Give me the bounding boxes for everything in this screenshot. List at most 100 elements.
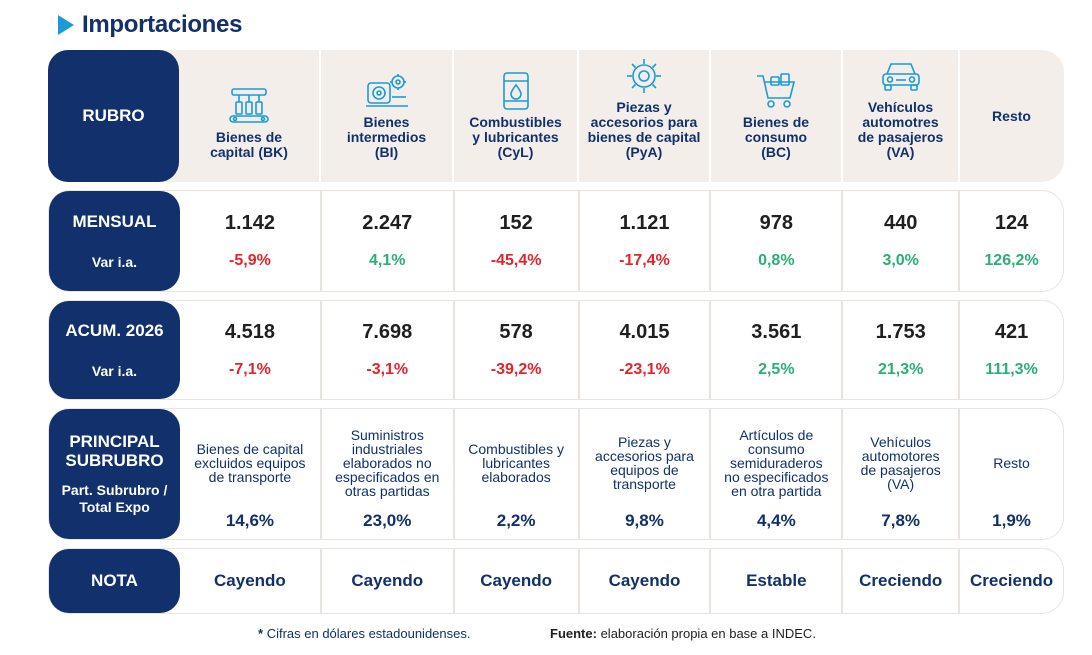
header-cell-label-line: Bienes de: [742, 114, 810, 130]
footer-source-text: elaboración propia en base a INDEC.: [600, 626, 816, 641]
play-arrow-icon: [58, 15, 74, 35]
subrubro-description-line: lubricantes: [482, 455, 550, 471]
acumulado-label: ACUM. 2026 Var i.a.: [49, 301, 180, 399]
subrubro-description-line: automotores: [861, 448, 940, 464]
subrubro-description-line: semiduraderos: [730, 455, 823, 471]
mensual-var: 0,8%: [758, 252, 795, 269]
header-cell-label: Combustibles y lubricantes (CyL): [469, 115, 562, 160]
mensual-value: 1.121: [619, 212, 670, 234]
mensual-sublabel: Var i.a.: [91, 254, 138, 270]
acumulado-row: ACUM. 2026 Var i.a. 4.518 -7,1% 7.698 -3,1%…: [48, 300, 1064, 400]
mensual-cell: 152 -45,4%: [452, 191, 578, 291]
subrubro-description-line: consumo: [747, 441, 805, 457]
subrubro-description-line: Vehículos: [870, 434, 932, 450]
nota-value: Cayendo: [351, 571, 424, 590]
subrubro-description-line: Bienes de capital: [196, 441, 304, 457]
subrubro-description-text: Piezas y accesorios para equipos de transpo…: [595, 435, 694, 491]
subrubro-description-text: Artículos de consumo semiduraderos no espec…: [724, 428, 828, 498]
subrubro-description-line: otras partidas: [344, 483, 430, 499]
header-cell-label-line: capital (BK): [210, 144, 288, 160]
subrubro-share: 7,8%: [881, 511, 921, 530]
subrubro-description-line: Artículos de: [739, 427, 814, 443]
header-cell-label-line: Vehículos: [867, 99, 934, 115]
nota-value: Creciendo: [859, 571, 943, 590]
mensual-var: -17,4%: [619, 252, 670, 269]
subrubro-cell: Bienes de capital excluidos equipos de tra…: [180, 409, 320, 539]
acumulado-value: 1.753: [875, 321, 926, 343]
header-cell-label: Bienes de capital (BK): [210, 130, 288, 160]
acumulado-cells: 4.518 -7,1% 7.698 -3,1% 578 -39,2% 4.015 -23,1%…: [180, 301, 1063, 399]
mensual-cell: 978 0,8%: [709, 191, 841, 291]
mensual-value: 440: [883, 212, 918, 234]
acumulado-cell: 1.753 21,3%: [841, 301, 958, 399]
acumulado-var: -7,1%: [229, 361, 271, 378]
subrubro-cell: Combustibles y lubricantes elaborados 2,2%: [452, 409, 578, 539]
acumulado-cell: 4.015 -23,1%: [577, 301, 710, 399]
factory-machine-icon: [227, 86, 271, 126]
mensual-row: MENSUAL Var i.a. 1.142 -5,9% 2.247 4,1% 152 -…: [48, 190, 1064, 292]
subrubro-description-text: Resto: [993, 456, 1030, 470]
acumulado-cell: 4.518 -7,1%: [180, 301, 320, 399]
mensual-cell: 1.121 -17,4%: [577, 191, 710, 291]
subrubro-description: Vehículos automotores de pasajeros (VA): [859, 427, 943, 499]
header-cell-label-line: automotres: [862, 114, 939, 130]
subrubro-description-line: equipos de: [610, 462, 679, 478]
header-cell: Vehículos automotres de pasajeros (VA): [841, 50, 958, 182]
acumulado-value: 578: [499, 321, 533, 343]
subrubro-share: 14,6%: [225, 511, 275, 530]
gear-parts-icon: [622, 56, 666, 96]
acumulado-var: -23,1%: [619, 361, 670, 378]
subrubro-description-text: Bienes de capital excluidos equipos de tra…: [194, 442, 305, 484]
mensual-cell: 124 126,2%: [958, 191, 1063, 291]
subrubro-description-line: (VA): [887, 476, 915, 492]
acumulado-sublabel: Var i.a.: [91, 363, 138, 379]
acumulado-value: 4.518: [224, 321, 275, 343]
gears-materials-icon: [365, 71, 409, 111]
nota-label-text: NOTA: [91, 571, 138, 590]
footer-note-text: Cifras en dólares estadounidenses.: [266, 626, 471, 641]
header-cell-label-line: y lubricantes: [472, 129, 559, 145]
header-cell-label: Vehículos automotres de pasajeros (VA): [858, 100, 944, 160]
footer-note: * Cifras en dólares estadounidenses.: [258, 626, 470, 641]
subrubro-description: Piezas y accesorios para equipos de transpo…: [593, 427, 696, 499]
mensual-value: 152: [499, 212, 533, 234]
header-cell: Bienes de capital (BK): [179, 50, 319, 182]
mensual-var: -5,9%: [229, 252, 271, 269]
mensual-label: MENSUAL Var i.a.: [49, 191, 180, 291]
header-cell-label-line: Combustibles: [469, 114, 562, 130]
subrubro-share: 23,0%: [363, 511, 412, 530]
mensual-cell: 1.142 -5,9%: [180, 191, 320, 291]
subrubro-description-line: elaborados: [481, 469, 551, 485]
subrubro-description: Resto: [991, 427, 1032, 499]
nota-cell: Cayendo: [577, 549, 710, 613]
acumulado-var: -3,1%: [366, 361, 409, 378]
acumulado-value: 3.561: [751, 321, 802, 343]
header-row: RUBRO Bienes de capital (BK) Bienes interme…: [48, 50, 1064, 182]
page-title: Importaciones: [82, 11, 243, 38]
subrubro-label: PRINCIPAL SUBRUBRO Part. Subrubro / Tota…: [49, 409, 180, 539]
header-cells: Bienes de capital (BK) Bienes intermedios (B…: [179, 50, 1064, 182]
subrubro-description-text: Vehículos automotores de pasajeros (VA): [861, 435, 941, 491]
acumulado-label-text: ACUM. 2026: [65, 321, 164, 340]
nota-value: Cayendo: [608, 571, 681, 590]
subrubro-description-line: de pasajeros: [860, 462, 941, 478]
acumulado-var: -39,2%: [490, 361, 542, 378]
header-cell-label-line: (BI): [374, 144, 399, 160]
header-cell-label-line: accesorios para: [590, 114, 698, 130]
mensual-value: 1.142: [224, 212, 275, 234]
header-cell-label-line: intermedios: [346, 129, 427, 145]
mensual-var: 3,0%: [882, 252, 919, 269]
nota-label: NOTA: [49, 549, 180, 613]
subrubro-description-line: en otra partida: [731, 483, 822, 499]
subrubro-description: Artículos de consumo semiduraderos no espec…: [722, 427, 830, 499]
mensual-value: 2.247: [362, 212, 413, 234]
subrubro-cell: Resto 1,9%: [958, 409, 1063, 539]
subrubro-description: Combustibles y lubricantes elaborados: [466, 427, 566, 499]
shopping-cart-icon: [754, 71, 798, 111]
header-cell-label-line: consumo: [744, 129, 808, 145]
subrubro-description-text: Suministros industriales elaborados no espe…: [335, 428, 439, 498]
header-cell-label-line: Piezas y: [616, 99, 672, 115]
nota-cell: Cayendo: [452, 549, 578, 613]
header-cell-label: Piezas y accesorios para bienes de capital…: [588, 100, 701, 160]
subrubro-description-line: Resto: [993, 455, 1030, 471]
